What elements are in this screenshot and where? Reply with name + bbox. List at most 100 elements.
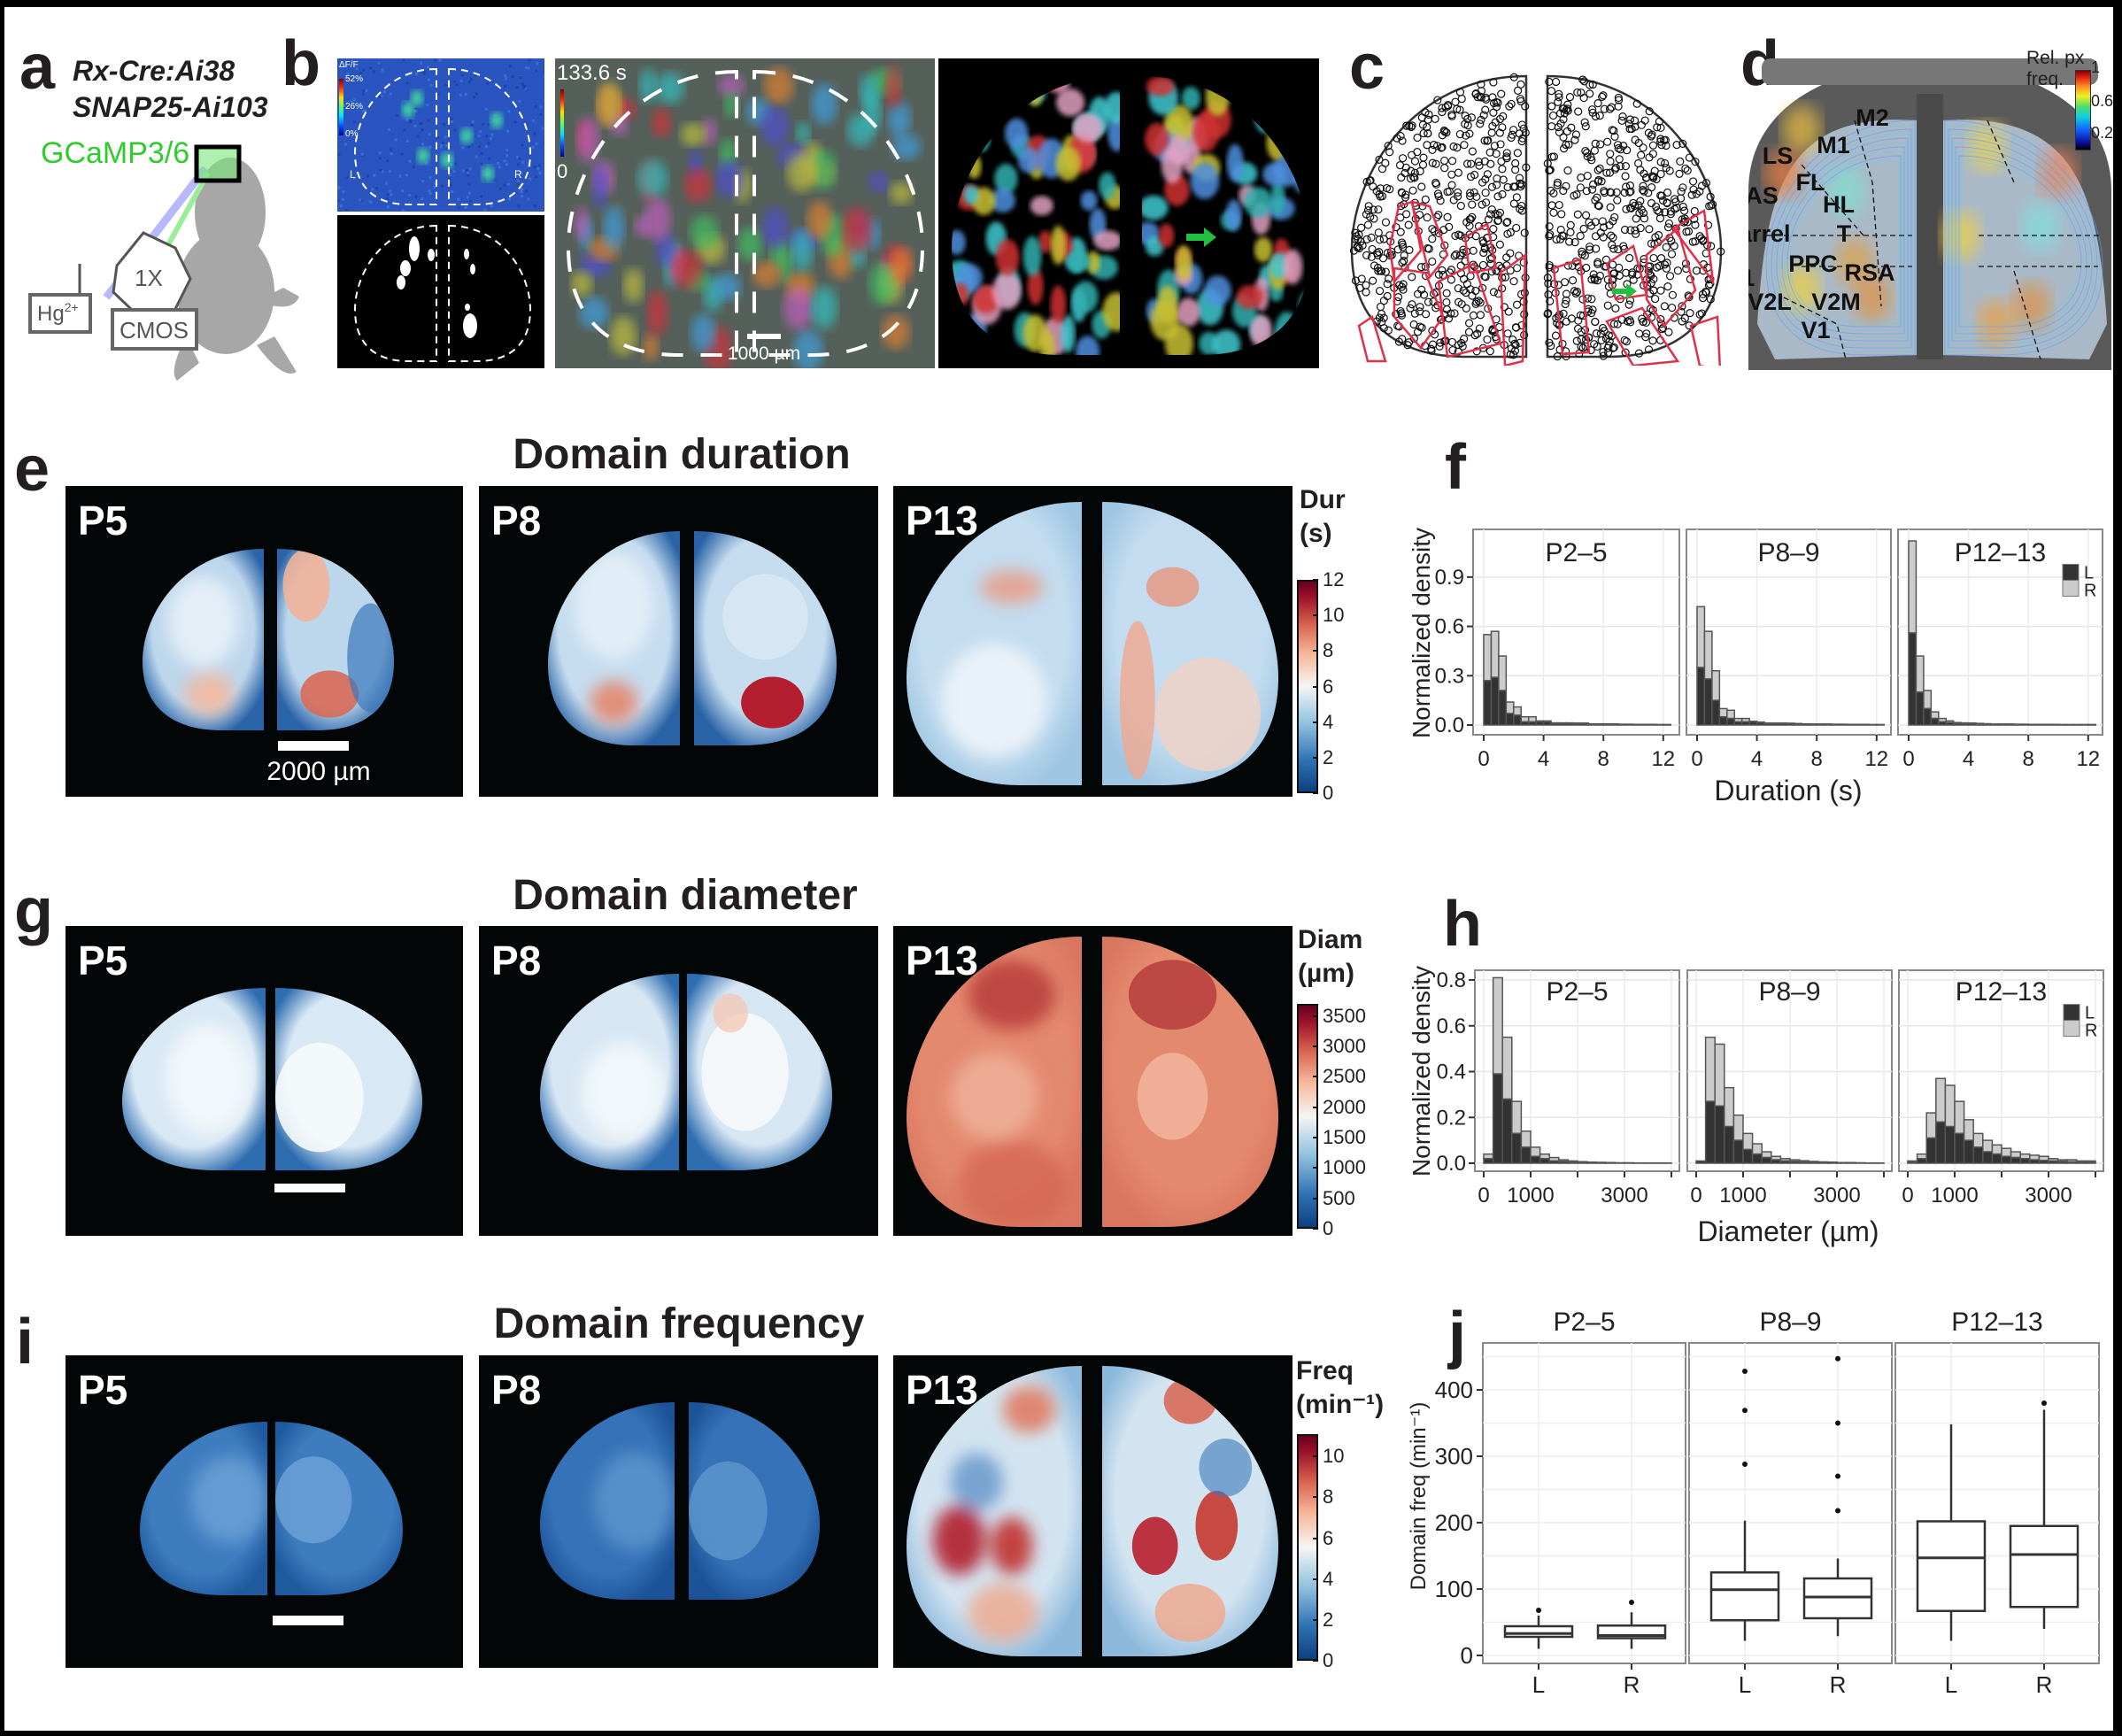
domain-centroid xyxy=(1396,306,1405,316)
domain-centroid xyxy=(1640,187,1648,196)
domain-centroid xyxy=(1467,159,1476,168)
blob xyxy=(991,1516,1033,1576)
domain-centroid xyxy=(1496,140,1505,149)
domain-blob xyxy=(737,227,763,261)
bar-R xyxy=(1586,1161,1597,1163)
noise xyxy=(428,145,432,149)
noise xyxy=(520,195,523,198)
x-tick-label: R xyxy=(2036,1671,2053,1698)
noise xyxy=(421,128,424,132)
domain-centroid xyxy=(1549,208,1558,217)
domain-centroid xyxy=(1574,316,1583,325)
bar-L xyxy=(2029,1159,2041,1164)
bar-L xyxy=(1944,1125,1956,1164)
domain-centroid xyxy=(1440,156,1449,166)
contour-line xyxy=(1773,133,1910,345)
domain-centroid xyxy=(1471,232,1480,241)
domain-centroid xyxy=(1545,77,1554,87)
noise xyxy=(441,184,444,188)
domain-centroid xyxy=(1558,104,1567,113)
noise xyxy=(343,104,346,107)
domain-centroid xyxy=(1367,252,1376,261)
domain-blob xyxy=(994,163,1018,195)
d-colorbar xyxy=(2075,70,2091,150)
noise xyxy=(538,164,542,167)
domain-centroid xyxy=(1621,172,1630,181)
domain-centroid xyxy=(1557,210,1566,219)
domain-blob xyxy=(1098,172,1116,200)
domain-centroid xyxy=(1642,173,1651,182)
domain-blob xyxy=(1163,104,1194,143)
bar-L xyxy=(1982,1151,1994,1164)
domain-centroid xyxy=(1398,189,1407,197)
bar-L xyxy=(1640,723,1649,726)
domain-blob xyxy=(718,74,745,97)
domain-centroid xyxy=(1465,221,1474,230)
bar-R xyxy=(1726,709,1736,720)
domain-centroid xyxy=(1607,231,1616,240)
noise xyxy=(528,58,531,62)
facet-title: P2–5 xyxy=(1545,538,1607,567)
domain-centroid xyxy=(1717,247,1725,256)
domain-centroid xyxy=(1676,194,1686,203)
domain-centroid xyxy=(1475,324,1484,333)
domain-centroid xyxy=(1454,168,1463,177)
domain-centroid xyxy=(1516,95,1525,104)
bar-L xyxy=(1982,723,1992,726)
noise xyxy=(504,74,507,78)
domain-centroid xyxy=(1615,263,1624,273)
noise xyxy=(465,168,468,172)
domain-centroid xyxy=(1588,305,1597,314)
domain-centroid xyxy=(1522,163,1531,172)
hemisphere-left xyxy=(907,1366,1082,1656)
domain-centroid xyxy=(1495,128,1504,137)
bar-L xyxy=(1916,1158,1927,1164)
colorbar-tick-label: 8 xyxy=(1323,639,1334,662)
domain-centroid xyxy=(1468,147,1477,156)
domain-blob xyxy=(963,185,979,205)
facet-title: P8–9 xyxy=(1759,1308,1821,1337)
domain-centroid xyxy=(1436,338,1445,347)
domain-centroid xyxy=(1478,178,1487,187)
domain-centroid xyxy=(1483,136,1492,145)
domain-centroid xyxy=(1492,181,1501,189)
bar-R xyxy=(1954,1100,1965,1135)
x-tick-label: 0 xyxy=(1902,747,1914,771)
domain-centroid xyxy=(1595,111,1604,120)
domain-blob xyxy=(1270,180,1285,217)
bar-R xyxy=(1732,1114,1744,1141)
noise xyxy=(460,73,464,77)
domain-centroid xyxy=(1666,210,1675,219)
x-tick-label: 8 xyxy=(2023,747,2034,771)
noise xyxy=(539,112,543,116)
domain-centroid xyxy=(1632,229,1640,238)
domain-centroid xyxy=(1609,343,1617,352)
olfactory-bulb xyxy=(1762,58,2098,85)
x-tick-label: 1000 xyxy=(1719,1184,1766,1207)
noise xyxy=(439,145,443,149)
domain-centroid xyxy=(1634,349,1644,358)
domain-centroid xyxy=(1392,222,1401,232)
noise xyxy=(503,84,506,88)
domain-centroid xyxy=(1573,210,1582,219)
domain-blob xyxy=(1164,324,1193,355)
domain-centroid xyxy=(1401,168,1409,178)
bar-L xyxy=(2019,1158,2031,1164)
noise xyxy=(421,143,425,146)
frequency-hotspot xyxy=(1968,122,2007,172)
colorbar-tick-mark xyxy=(1313,1015,1318,1017)
noise xyxy=(355,67,359,71)
noise xyxy=(535,142,538,145)
domain-centroid xyxy=(1586,221,1596,230)
hemisphere-outline xyxy=(566,69,738,357)
bar-L xyxy=(1935,1121,1947,1164)
domain-centroid xyxy=(1632,99,1641,108)
bar-L xyxy=(1954,1132,1965,1164)
blob xyxy=(932,1505,986,1576)
domain-centroid xyxy=(1358,241,1367,250)
bar-L xyxy=(1580,722,1590,726)
frequency-map-p13: P13 xyxy=(893,1355,1292,1668)
background xyxy=(337,58,544,212)
bar-R xyxy=(1740,717,1750,723)
bar-L xyxy=(1938,721,1948,726)
